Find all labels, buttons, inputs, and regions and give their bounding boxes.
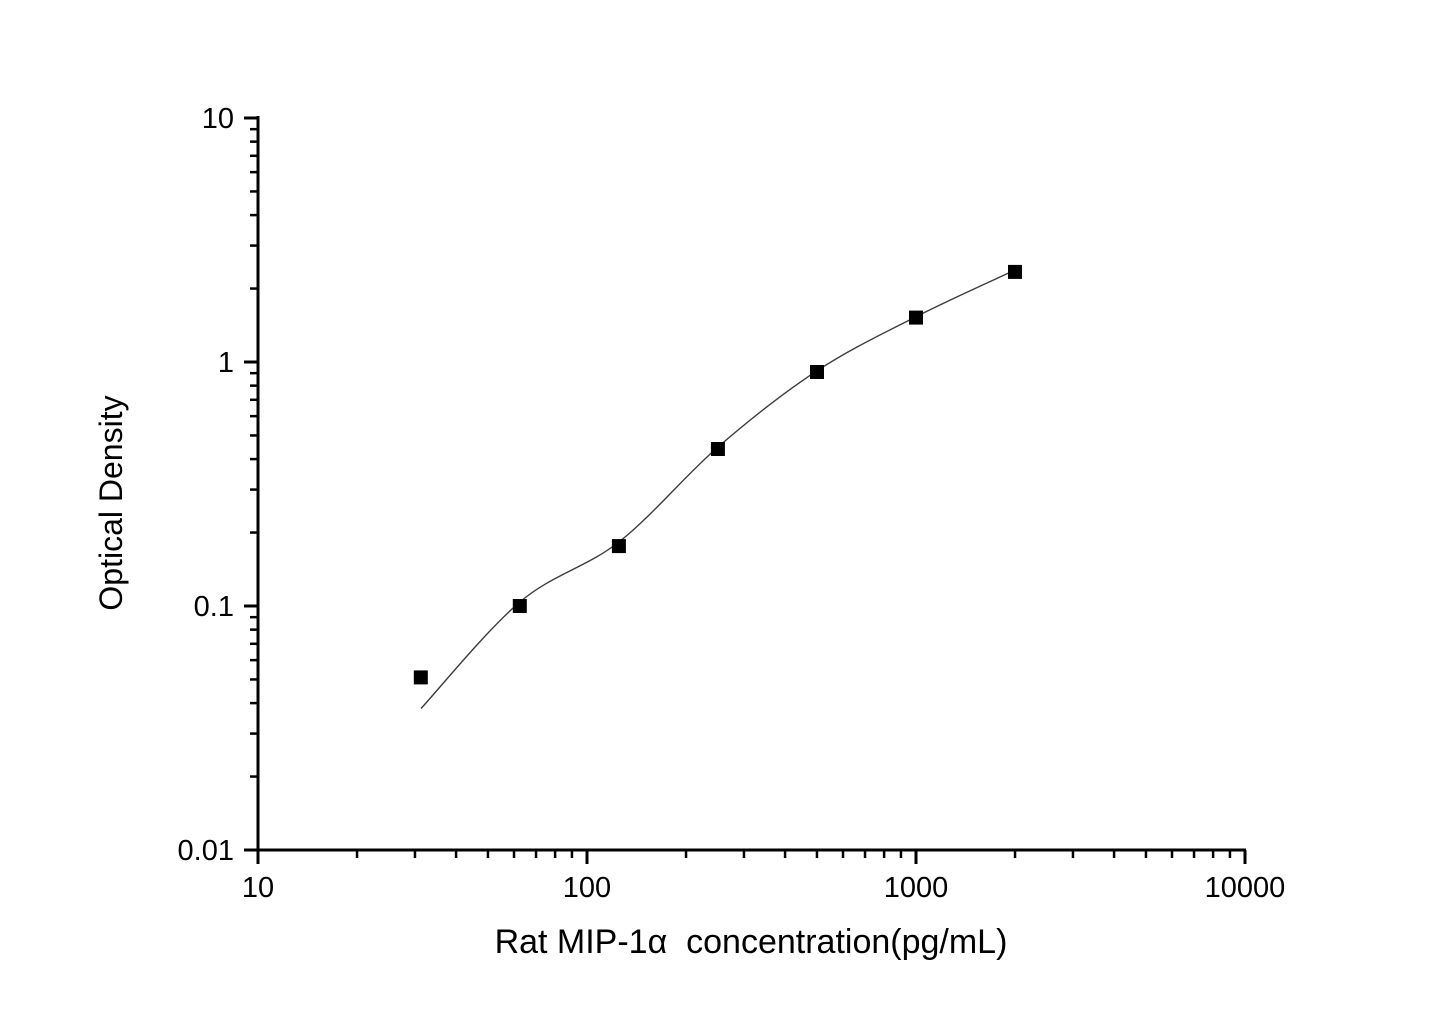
- y-axis-title: Optical Density: [93, 395, 129, 610]
- data-point-marker: [710, 442, 725, 456]
- data-points-layer: [413, 264, 1022, 685]
- ticks-layer: [244, 116, 1247, 864]
- y-tick-label: 10: [202, 103, 234, 135]
- y-tick-label: 0.1: [194, 591, 234, 623]
- y-tick-label: 1: [218, 347, 234, 379]
- data-point-marker: [611, 539, 626, 554]
- data-point-marker: [909, 310, 923, 325]
- fit-curve: [420, 270, 1014, 709]
- x-tick-label: 10: [242, 872, 274, 904]
- y-tick-label: 0.01: [178, 835, 234, 867]
- x-axis-title: Rat MIP-1α concentration(pg/mL): [495, 923, 1008, 961]
- data-point-marker: [1008, 264, 1022, 279]
- x-tick-label: 10000: [1205, 872, 1286, 904]
- x-tick-label: 1000: [884, 872, 949, 904]
- tick-labels-layer: 10 100 1000 10000 10 1 0.1 0.01: [178, 103, 1286, 904]
- axes-layer: [256, 116, 1246, 852]
- data-point-marker: [413, 670, 428, 685]
- data-point-marker: [810, 365, 824, 379]
- data-point-marker: [512, 599, 527, 613]
- fit-curve-layer: [420, 270, 1014, 709]
- x-tick-label: 100: [563, 872, 611, 904]
